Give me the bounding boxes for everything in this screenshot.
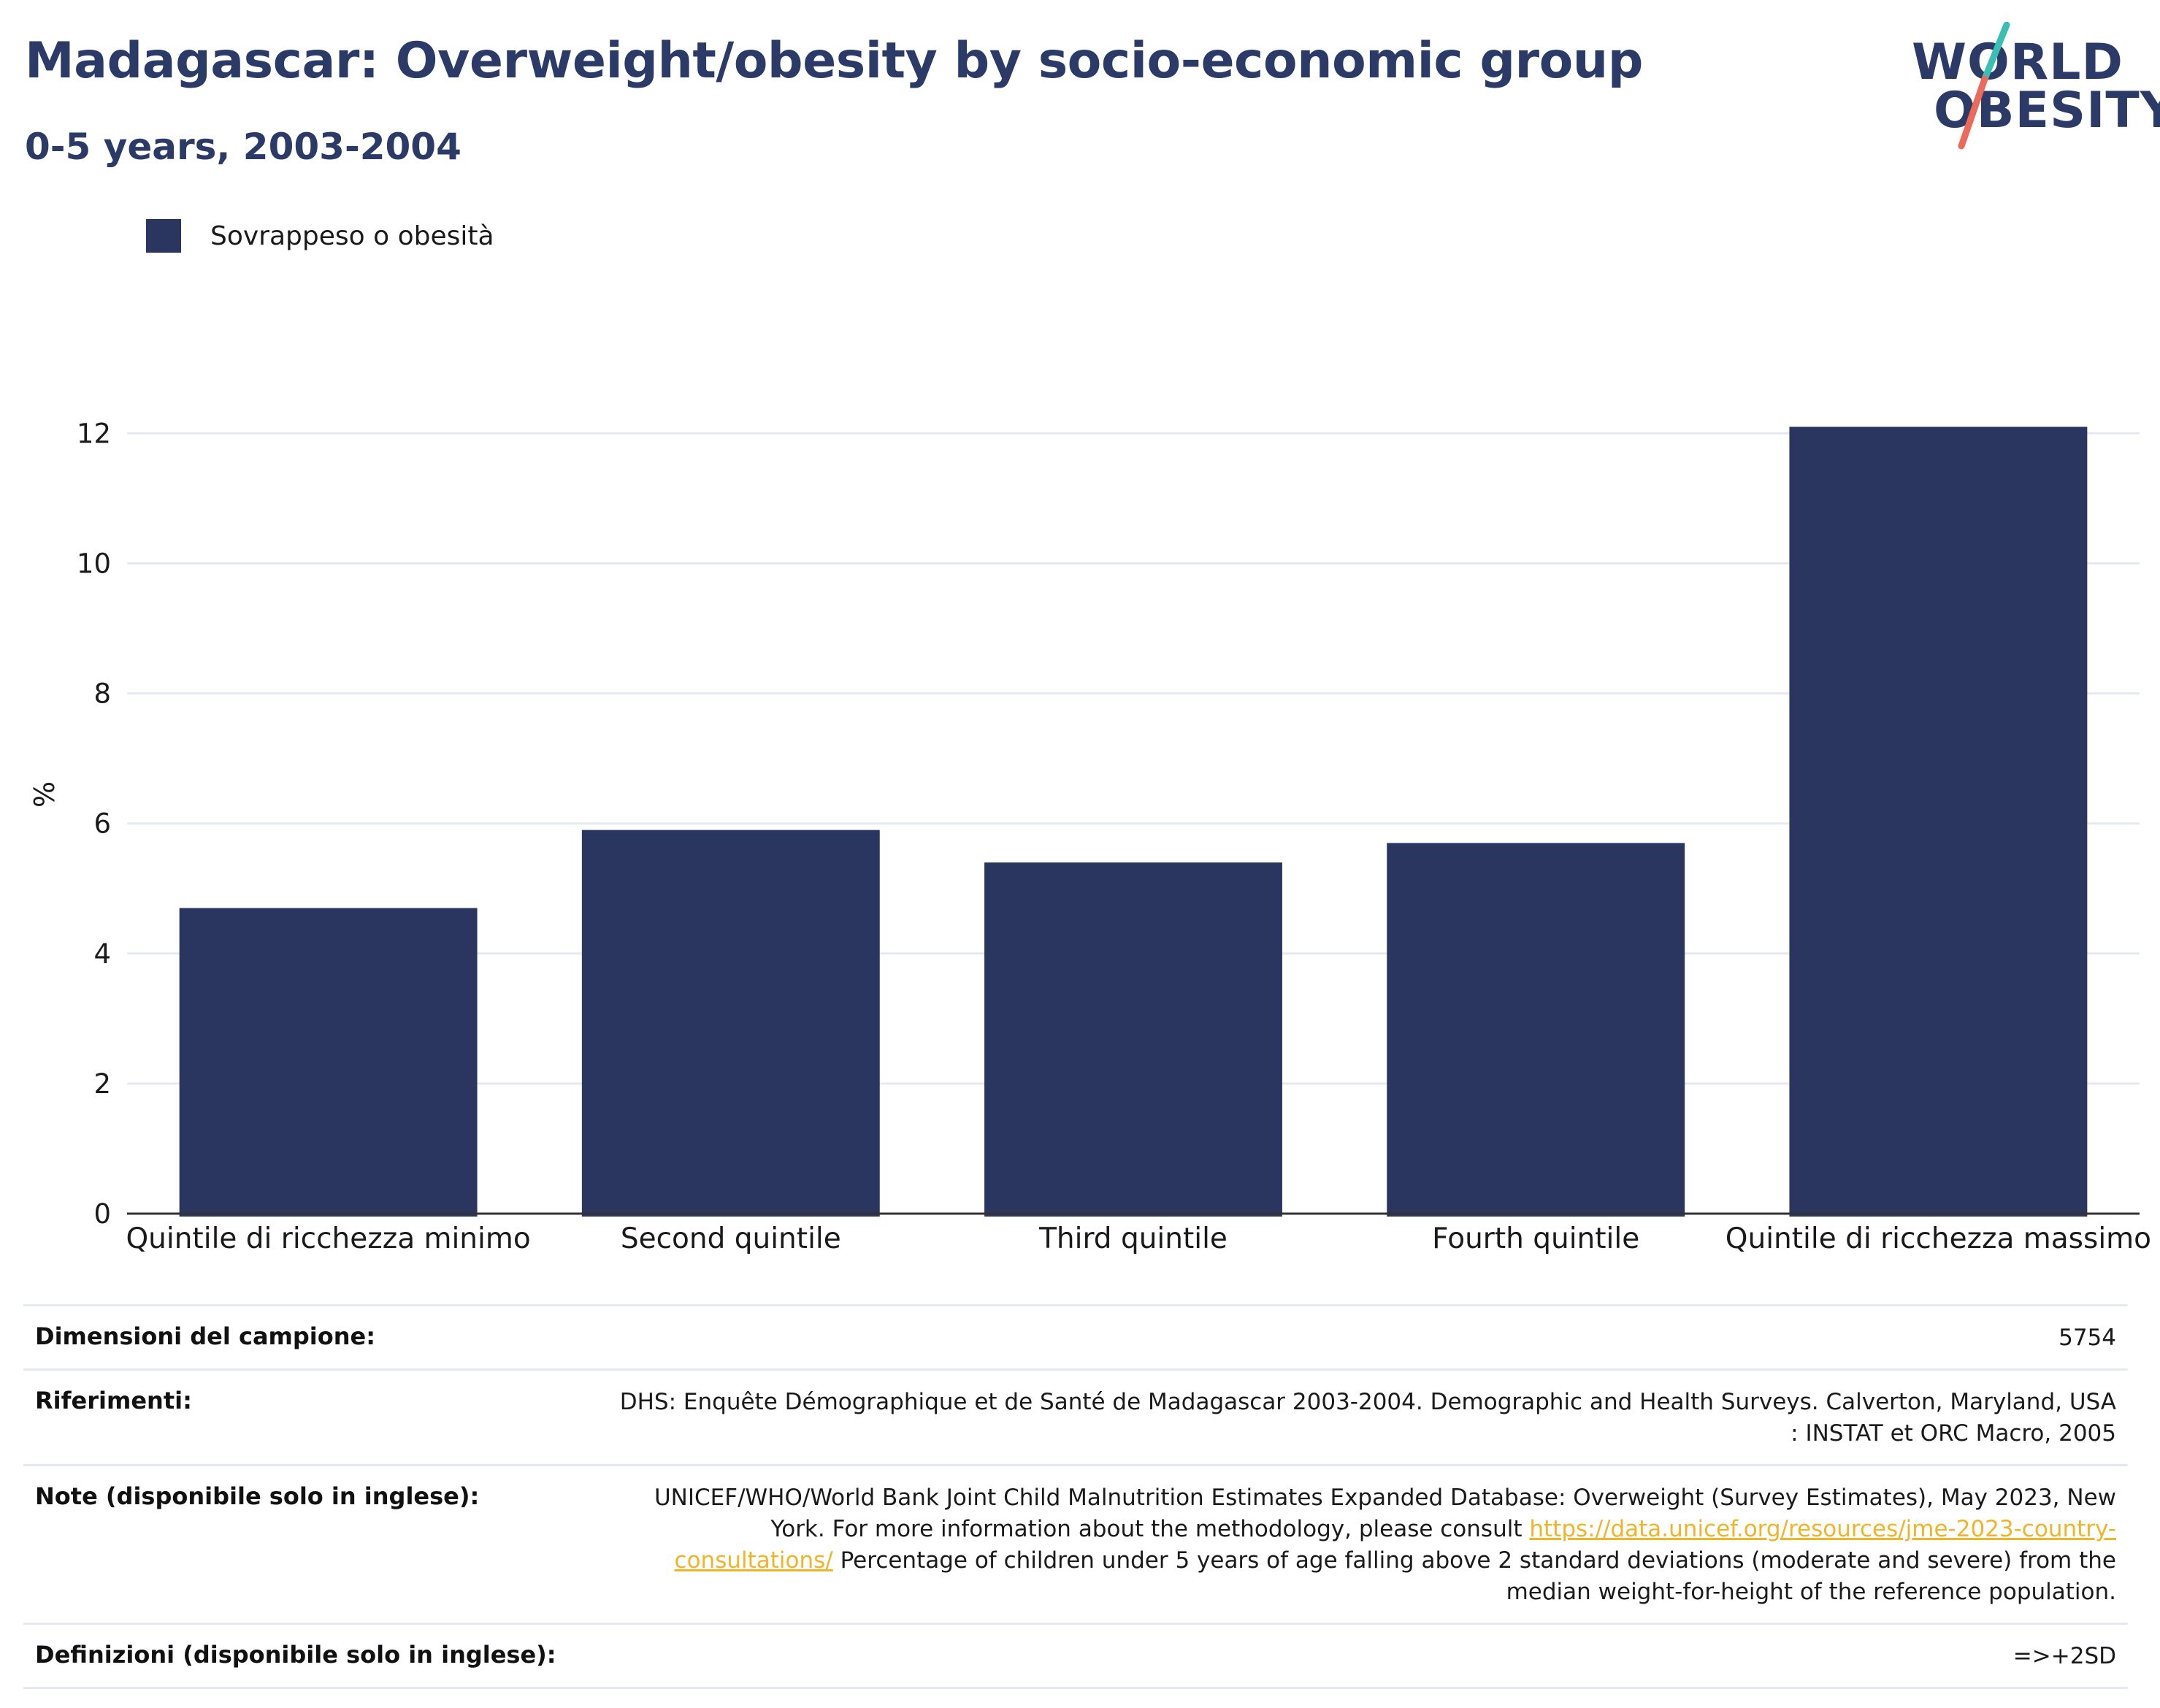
y-tick-label: 6: [93, 808, 111, 840]
chart-title: Madagascar: Overweight/obesity by socio-…: [25, 32, 1643, 90]
footer-row-references: Riferimenti: DHS: Enquête Démographique …: [23, 1368, 2128, 1464]
x-tick-label: Quintile di ricchezza minimo: [126, 1222, 530, 1255]
bar-3[interactable]: [1387, 843, 1685, 1217]
y-tick-label: 0: [93, 1198, 111, 1230]
x-tick-label: Quintile di ricchezza massimo: [1726, 1222, 2151, 1255]
legend-label: Sovrappeso o obesità: [210, 221, 494, 251]
footer-key: Dimensioni del campione:: [35, 1322, 376, 1350]
note-text: UNICEF/WHO/World Bank Joint Child Malnut…: [654, 1485, 2116, 1542]
footer-value: UNICEF/WHO/World Bank Joint Child Malnut…: [590, 1482, 2116, 1608]
footer-value: =>+2SD: [2012, 1643, 2116, 1669]
bar-1[interactable]: [581, 830, 880, 1217]
footer-row-sample-size: Dimensioni del campione: 5754: [23, 1304, 2128, 1368]
footer-key: Note (disponibile solo in inglese):: [35, 1482, 480, 1510]
chart-footer: Dimensioni del campione: 5754 Riferiment…: [23, 1304, 2128, 1689]
x-tick-label: Second quintile: [621, 1222, 841, 1255]
footer-value: DHS: Enquête Démographique et de Santé d…: [619, 1389, 2116, 1447]
footer-value: 5754: [2058, 1325, 2116, 1351]
x-tick-label: Third quintile: [1038, 1222, 1228, 1255]
y-tick-label: 10: [77, 548, 111, 580]
logo-line-1: WORLD: [1912, 34, 2123, 91]
chart-subtitle: 0-5 years, 2003-2004: [25, 126, 462, 168]
bar-2[interactable]: [984, 862, 1282, 1217]
note-text-after: Percentage of children under 5 years of …: [832, 1547, 2116, 1605]
bar-0[interactable]: [179, 908, 478, 1217]
bar-chart: 0 2 4 6 8 10 12 % Quintile di ricchezza minimo…: [28, 418, 2151, 1255]
logo-slash-icon: [1958, 22, 2010, 150]
legend-swatch: [146, 219, 181, 253]
y-axis-ticks: 0 2 4 6 8 10 12: [77, 418, 111, 1230]
y-tick-label: 12: [77, 418, 111, 449]
footer-row-definitions: Definizioni (disponibile solo in inglese…: [23, 1623, 2128, 1689]
y-tick-label: 8: [93, 678, 111, 710]
y-tick-label: 2: [93, 1068, 111, 1100]
chart-legend: Sovrappeso o obesità: [146, 219, 494, 253]
bar-4[interactable]: [1789, 426, 2088, 1217]
footer-row-notes: Note (disponibile solo in inglese): UNIC…: [23, 1464, 2128, 1623]
note-link[interactable]: https://data.unicef.org/resources/jme-20…: [674, 1516, 2116, 1574]
bars: [179, 426, 2088, 1217]
y-tick-label: 4: [93, 938, 111, 970]
x-tick-label: Fourth quintile: [1432, 1222, 1639, 1255]
world-obesity-logo: WORLD OBESITY: [1899, 22, 2160, 153]
footer-key: Definizioni (disponibile solo in inglese…: [35, 1641, 556, 1669]
x-axis-ticks: Quintile di ricchezza minimo Second quint…: [126, 1222, 2151, 1255]
footer-key: Riferimenti:: [35, 1387, 192, 1414]
y-axis-label: %: [28, 781, 61, 808]
